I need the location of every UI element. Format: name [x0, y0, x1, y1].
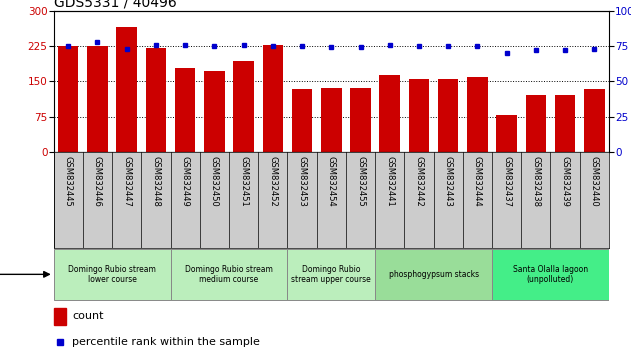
Bar — [288, 249, 375, 300]
Text: GSM832451: GSM832451 — [239, 156, 248, 207]
Text: GSM832449: GSM832449 — [180, 156, 190, 207]
Bar — [467, 77, 488, 152]
Bar — [292, 88, 312, 152]
Bar — [146, 48, 166, 152]
Bar — [438, 79, 458, 152]
Text: Domingo Rubio
stream upper course: Domingo Rubio stream upper course — [292, 265, 371, 284]
Bar — [350, 87, 371, 152]
Text: GSM832448: GSM832448 — [151, 156, 160, 207]
Text: GSM832453: GSM832453 — [298, 156, 307, 207]
Text: GSM832455: GSM832455 — [356, 156, 365, 207]
Bar — [117, 27, 137, 152]
Text: GSM832452: GSM832452 — [268, 156, 277, 207]
Bar — [492, 249, 609, 300]
Bar — [409, 79, 429, 152]
Text: Santa Olalla lagoon
(unpolluted): Santa Olalla lagoon (unpolluted) — [513, 265, 588, 284]
Bar — [170, 249, 288, 300]
Bar — [54, 249, 170, 300]
Bar — [87, 46, 108, 152]
Bar — [262, 45, 283, 152]
Text: GSM832445: GSM832445 — [64, 156, 73, 207]
Text: Domingo Rubio stream
lower course: Domingo Rubio stream lower course — [68, 265, 156, 284]
Text: GSM832444: GSM832444 — [473, 156, 482, 207]
Bar — [321, 87, 341, 152]
Bar — [204, 71, 225, 152]
Text: other: other — [0, 269, 49, 279]
Text: GSM832438: GSM832438 — [531, 156, 540, 207]
Bar — [58, 46, 78, 152]
Bar — [375, 249, 492, 300]
Bar — [54, 308, 66, 325]
Bar — [526, 95, 546, 152]
Text: count: count — [72, 311, 103, 321]
Text: GSM832454: GSM832454 — [327, 156, 336, 207]
Bar — [555, 95, 575, 152]
Bar — [233, 61, 254, 152]
Bar — [379, 75, 400, 152]
Text: GSM832437: GSM832437 — [502, 156, 511, 207]
Text: GSM832439: GSM832439 — [560, 156, 570, 207]
Text: GSM832440: GSM832440 — [590, 156, 599, 207]
Bar — [175, 68, 196, 152]
Bar — [584, 90, 604, 152]
Text: percentile rank within the sample: percentile rank within the sample — [72, 337, 260, 347]
Text: GSM832450: GSM832450 — [210, 156, 219, 207]
Text: GSM832446: GSM832446 — [93, 156, 102, 207]
Text: GSM832442: GSM832442 — [415, 156, 423, 207]
Bar — [497, 115, 517, 152]
Text: GSM832441: GSM832441 — [386, 156, 394, 207]
Text: GDS5331 / 40496: GDS5331 / 40496 — [54, 0, 177, 10]
Text: phosphogypsum stacks: phosphogypsum stacks — [389, 270, 479, 279]
Text: GSM832447: GSM832447 — [122, 156, 131, 207]
Text: Domingo Rubio stream
medium course: Domingo Rubio stream medium course — [185, 265, 273, 284]
Text: GSM832443: GSM832443 — [444, 156, 452, 207]
